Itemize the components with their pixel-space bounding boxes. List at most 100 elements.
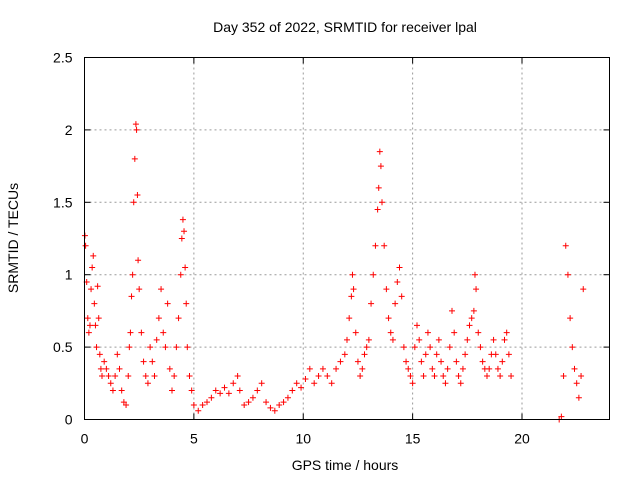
data-point [453,358,460,365]
data-point [132,121,139,128]
data-point [348,293,355,300]
data-point [97,365,104,372]
data-point [418,358,425,365]
data-point [333,365,340,372]
data-point [89,264,96,271]
data-point [350,286,357,293]
data-point [381,242,388,249]
data-point [560,373,567,380]
data-point [357,373,364,380]
x-tick-label: 15 [405,431,421,447]
data-point [319,365,326,372]
data-point [249,394,256,401]
y-tick-label: 0 [65,412,73,428]
data-point [276,402,283,409]
data-point [93,344,100,351]
data-point [204,399,210,406]
data-point [501,336,508,343]
data-point [375,184,382,191]
data-point [451,329,458,336]
data-point [302,375,309,382]
data-point [429,365,436,372]
data-point [376,148,383,155]
data-point [118,387,125,394]
data-point [134,192,141,199]
data-point [221,384,228,391]
data-point [394,278,401,285]
data-point [169,387,175,394]
data-point [407,373,414,380]
data-point [473,286,480,293]
data-point [411,344,418,351]
x-axis-label: GPS time / hours [292,457,399,473]
data-point [289,387,296,394]
data-point [130,199,137,206]
data-point [173,344,180,351]
y-tick-label: 2 [65,122,73,138]
data-point [424,329,431,336]
data-point [138,329,145,336]
data-point [492,351,499,358]
data-point [263,399,270,406]
data-point [267,404,274,411]
data-point [490,336,497,343]
data-point [427,344,434,351]
data-point [470,307,477,314]
data-point [440,373,447,380]
data-point [234,373,241,380]
data-point [103,365,110,372]
data-point [109,387,116,394]
data-point [155,315,162,322]
data-point [372,242,379,249]
data-point [184,344,191,351]
data-point [578,373,585,380]
data-point [363,344,370,351]
data-point [217,390,224,397]
data-point [444,365,451,372]
tick-labels: 0 5 10 15 20 0 0.5 1 1.5 2 2.5 [53,50,530,447]
data-point [484,373,490,380]
plot-frame [84,57,610,420]
data-point [573,380,580,387]
data-point [142,373,149,380]
data-point [144,380,151,387]
data-point [254,387,261,394]
data-point [438,358,445,365]
data-point [337,358,344,365]
data-point [398,293,405,300]
data-point [96,351,103,358]
data-point [182,264,189,271]
data-point [95,315,102,322]
data-point [383,286,390,293]
data-point [389,336,396,343]
data-point [107,380,114,387]
data-point [575,394,582,401]
data-point [298,384,305,391]
data-point [153,336,160,343]
y-axis-label: SRMTID / TECUs [5,183,21,293]
data-point [446,344,453,351]
data-point [370,271,377,278]
data-point [442,380,449,387]
data-point [151,373,158,380]
data-point [199,402,206,409]
data-point [479,358,486,365]
y-tick-label: 1.5 [53,194,73,210]
data-point [158,286,165,293]
grid [84,57,610,420]
data-point [435,336,442,343]
data-point [569,344,576,351]
y-tick-label: 0.5 [53,339,73,355]
data-point [136,286,143,293]
data-point [280,399,287,406]
axis-ticks [84,57,610,420]
data-point [422,351,429,358]
data-point [123,402,130,409]
x-tick-label: 0 [81,431,89,447]
data-point [91,300,98,307]
data-point [396,264,403,271]
data-point [464,336,471,343]
data-point [114,351,121,358]
data-point [129,271,136,278]
